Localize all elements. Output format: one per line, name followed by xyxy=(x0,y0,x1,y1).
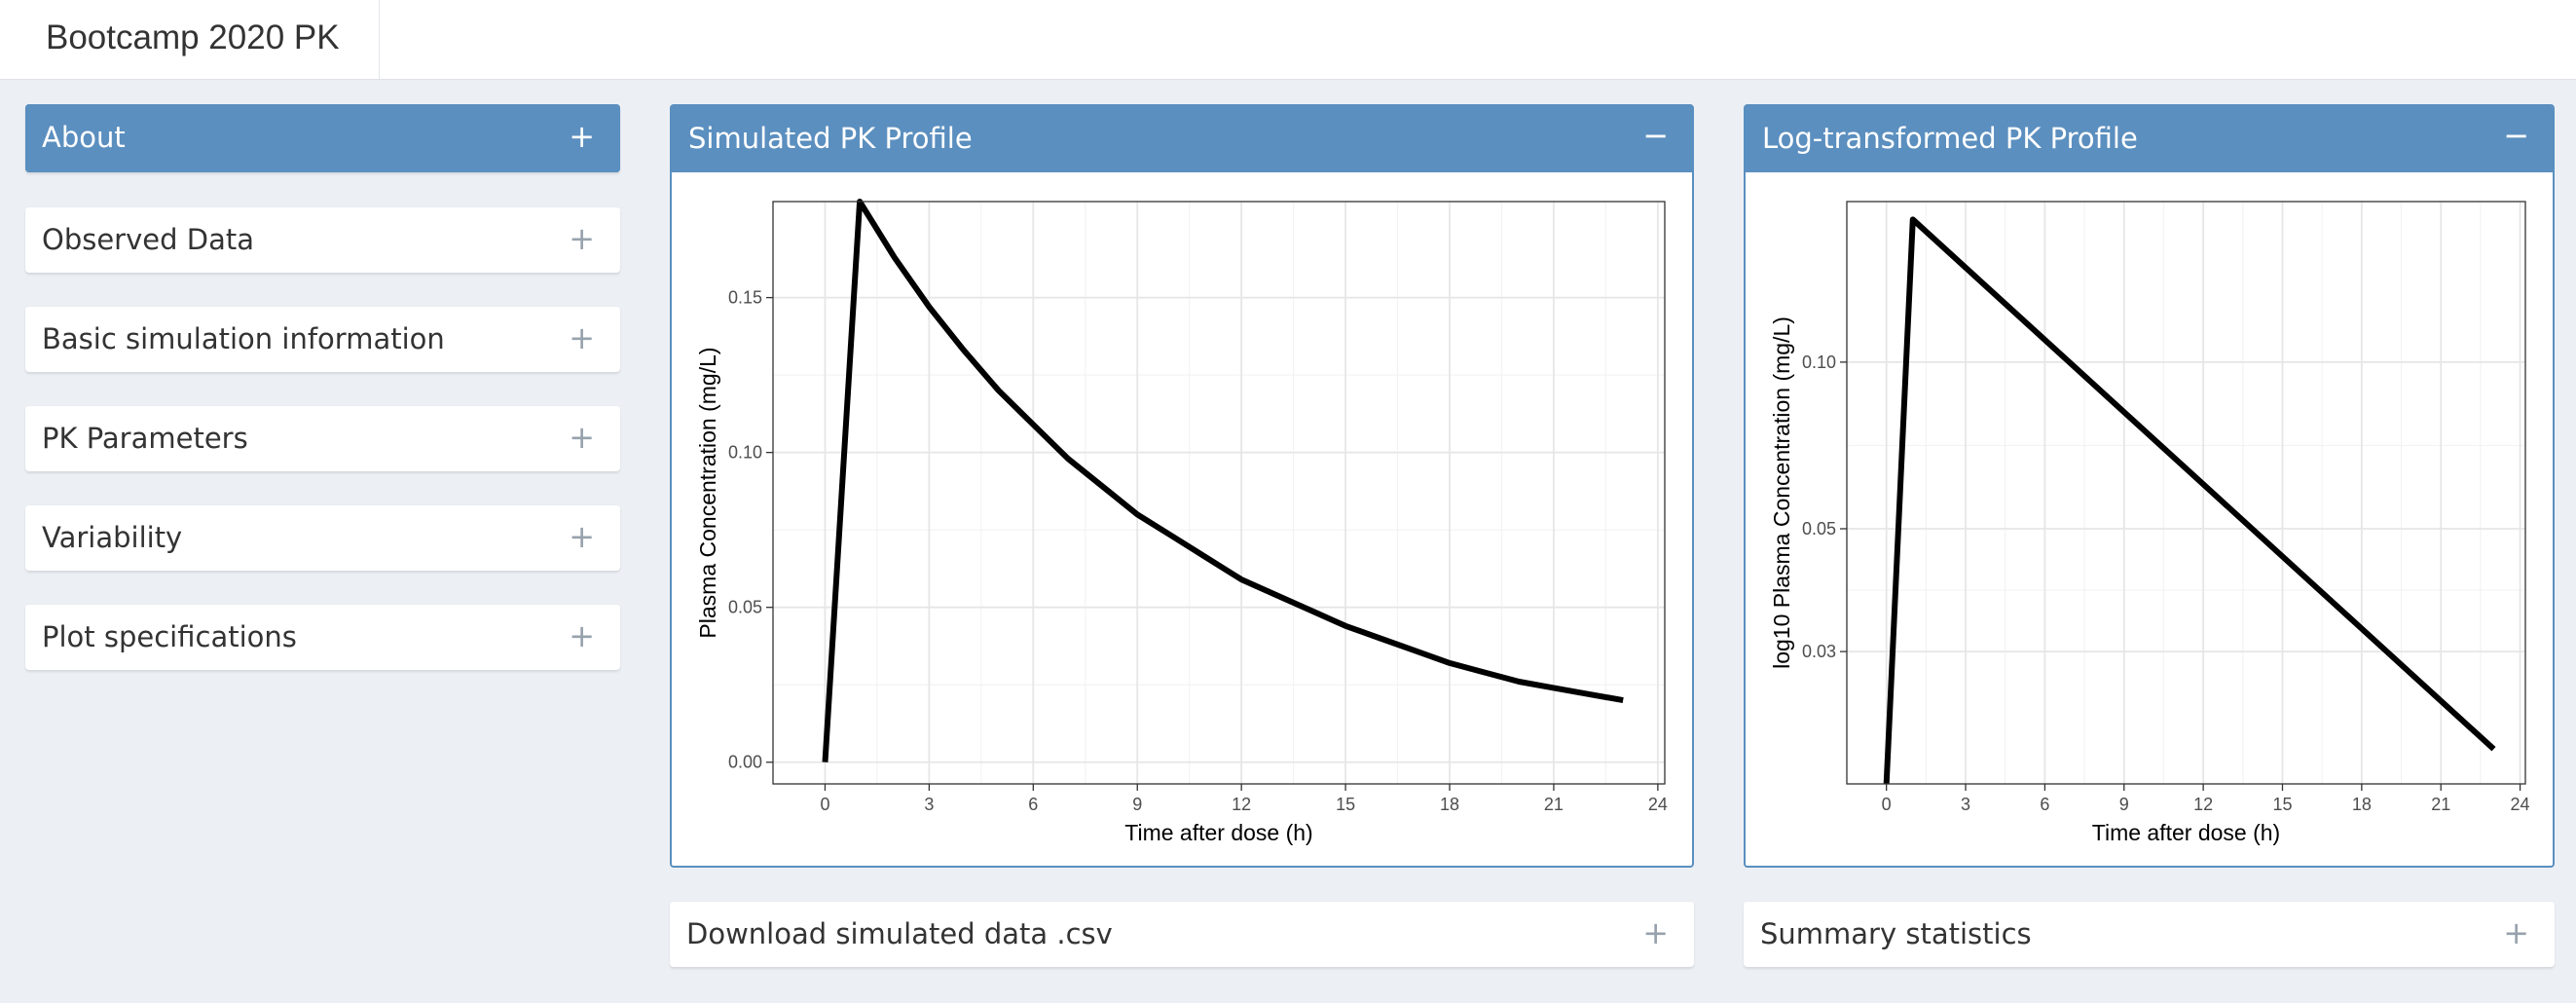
variability-title: Variability xyxy=(42,521,183,554)
minus-icon[interactable]: − xyxy=(1642,117,1669,154)
plus-icon[interactable]: + xyxy=(1642,914,1669,951)
x-tick-label: 6 xyxy=(1028,795,1038,814)
y-tick-label: 0.05 xyxy=(728,598,762,617)
observed-data-header[interactable]: Observed Data + xyxy=(25,207,620,274)
plus-icon[interactable]: + xyxy=(2503,914,2529,951)
x-axis-title: Time after dose (h) xyxy=(2092,820,2280,845)
y-axis-title: Plasma Concentration (mg/L) xyxy=(695,347,720,638)
plot-area xyxy=(773,202,1665,784)
x-tick-label: 9 xyxy=(1132,795,1142,814)
x-tick-label: 9 xyxy=(2119,795,2129,814)
about-title: About xyxy=(42,121,126,154)
top-navbar: Bootcamp 2020 PK xyxy=(0,0,2576,80)
about-box: About + xyxy=(25,104,620,172)
y-tick-label: 0.10 xyxy=(728,443,762,463)
concentration-line xyxy=(1883,216,2496,785)
download-title: Download simulated data .csv xyxy=(686,917,1113,950)
x-tick-label: 21 xyxy=(1544,795,1564,814)
x-tick-label: 3 xyxy=(1961,795,1970,814)
variability-header[interactable]: Variability + xyxy=(25,505,620,572)
summary-statistics-title: Summary statistics xyxy=(1760,917,2032,950)
minus-icon[interactable]: − xyxy=(2503,117,2529,154)
x-tick-label: 15 xyxy=(1336,795,1355,814)
x-tick-label: 12 xyxy=(2193,795,2213,814)
variability-box: Variability + xyxy=(25,504,620,571)
y-tick-label: 0.10 xyxy=(1802,353,1836,372)
pk-parameters-header[interactable]: PK Parameters + xyxy=(25,406,620,472)
plus-icon[interactable]: + xyxy=(569,518,595,555)
pk-parameters-title: PK Parameters xyxy=(42,422,248,455)
plot-border xyxy=(772,201,1666,785)
y-tick-label: 0.03 xyxy=(1802,642,1836,661)
y-axis-title: log10 Plasma Concentration (mg/L) xyxy=(1769,316,1794,669)
basic-simulation-box: Basic simulation information + xyxy=(25,306,620,372)
pk-parameters-box: PK Parameters + xyxy=(25,405,620,471)
summary-statistics-box: Summary statistics + xyxy=(1744,901,2555,967)
observed-data-title: Observed Data xyxy=(42,223,254,256)
log-pk-header: Log-transformed PK Profile − xyxy=(1746,106,2553,172)
plus-icon[interactable]: + xyxy=(569,319,595,356)
plus-icon[interactable]: + xyxy=(569,220,595,257)
x-tick-label: 24 xyxy=(2511,795,2530,814)
log-pk-title: Log-transformed PK Profile xyxy=(1762,122,2138,155)
x-tick-label: 3 xyxy=(924,795,934,814)
x-tick-label: 15 xyxy=(2272,795,2292,814)
download-box: Download simulated data .csv + xyxy=(670,901,1694,967)
plot-border xyxy=(1846,201,2526,785)
x-tick-label: 21 xyxy=(2431,795,2450,814)
log-pk-chart: 0 3 6 9 12 15 18 21 24 0.03 0.05 0.10 Time after dos… xyxy=(1769,201,2530,845)
plot-specifications-title: Plot specifications xyxy=(42,620,297,653)
plus-icon[interactable]: + xyxy=(569,617,595,654)
linear-pk-chart: 0 3 6 9 12 15 18 21 24 0.00 0.05 0.10 0.15 Time after… xyxy=(695,199,1668,845)
about-header[interactable]: About + xyxy=(25,104,620,172)
app-title: Bootcamp 2020 PK xyxy=(0,0,380,79)
simulated-pk-title: Simulated PK Profile xyxy=(688,122,973,155)
x-tick-label: 18 xyxy=(2352,795,2372,814)
basic-simulation-title: Basic simulation information xyxy=(42,322,445,355)
y-tick-label: 0.15 xyxy=(728,288,762,308)
plot-specifications-header[interactable]: Plot specifications + xyxy=(25,605,620,671)
x-tick-label: 0 xyxy=(1882,795,1892,814)
summary-statistics-header[interactable]: Summary statistics + xyxy=(1744,902,2555,968)
basic-simulation-header[interactable]: Basic simulation information + xyxy=(25,307,620,373)
x-tick-label: 18 xyxy=(1440,795,1459,814)
plot-area xyxy=(1847,202,2525,784)
plus-icon[interactable]: + xyxy=(569,118,595,155)
download-header[interactable]: Download simulated data .csv + xyxy=(670,902,1694,968)
y-tick-label: 0.00 xyxy=(728,753,762,772)
plot-specifications-box: Plot specifications + xyxy=(25,604,620,670)
log-pk-panel: Log-transformed PK Profile − 0 3 6 9 12 15 18 2… xyxy=(1744,104,2555,868)
simulated-pk-panel: Simulated PK Profile − 0 3 6 9 12 15 18 21 24 0.0… xyxy=(670,104,1694,868)
simulated-pk-header: Simulated PK Profile − xyxy=(672,106,1692,172)
x-tick-label: 24 xyxy=(1648,795,1668,814)
x-axis-title: Time after dose (h) xyxy=(1124,820,1312,845)
x-tick-label: 12 xyxy=(1232,795,1251,814)
observed-data-box: Observed Data + xyxy=(25,206,620,273)
plus-icon[interactable]: + xyxy=(569,419,595,456)
x-tick-label: 6 xyxy=(2040,795,2049,814)
concentration-line xyxy=(822,199,1624,762)
y-tick-label: 0.05 xyxy=(1802,519,1836,539)
x-tick-label: 0 xyxy=(820,795,829,814)
